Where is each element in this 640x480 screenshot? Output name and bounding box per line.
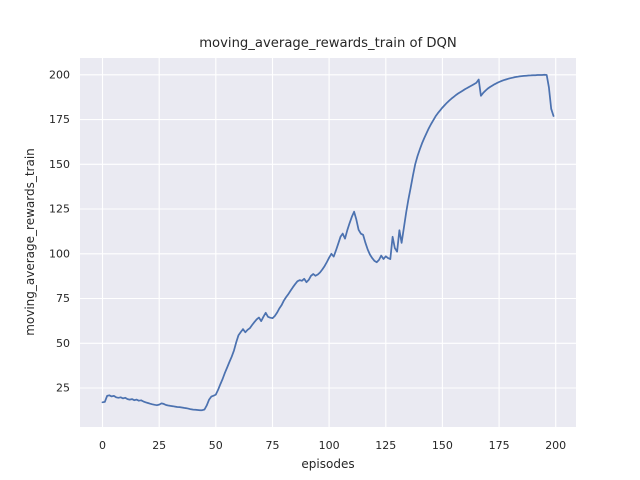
plot-area <box>80 58 576 427</box>
x-tick-label: 175 <box>489 439 510 452</box>
x-tick-label: 100 <box>319 439 340 452</box>
chart-title: moving_average_rewards_train of DQN <box>199 36 457 51</box>
y-tick-label: 25 <box>56 382 70 395</box>
x-tick-label: 125 <box>375 439 396 452</box>
y-tick-label: 100 <box>49 247 70 260</box>
y-tick-label: 125 <box>49 203 70 216</box>
tick-labels: 0 25 50 75 100 125 150 175 200 25 50 75 100 125 150 175… <box>49 68 566 452</box>
x-tick-label: 25 <box>152 439 166 452</box>
y-tick-label: 50 <box>56 337 70 350</box>
x-tick-label: 50 <box>209 439 223 452</box>
x-axis-label: episodes <box>301 457 354 471</box>
x-tick-label: 200 <box>545 439 566 452</box>
x-tick-label: 150 <box>432 439 453 452</box>
y-tick-label: 75 <box>56 292 70 305</box>
x-tick-label: 75 <box>266 439 280 452</box>
y-tick-label: 175 <box>49 113 70 126</box>
y-tick-label: 200 <box>49 68 70 81</box>
dqn-series-line <box>101 73 555 412</box>
series-lines <box>101 73 555 412</box>
x-tick-label: 0 <box>99 439 106 452</box>
y-axis-label: moving_average_rewards_train <box>23 148 37 336</box>
gridlines <box>80 58 576 427</box>
y-tick-label: 150 <box>49 158 70 171</box>
